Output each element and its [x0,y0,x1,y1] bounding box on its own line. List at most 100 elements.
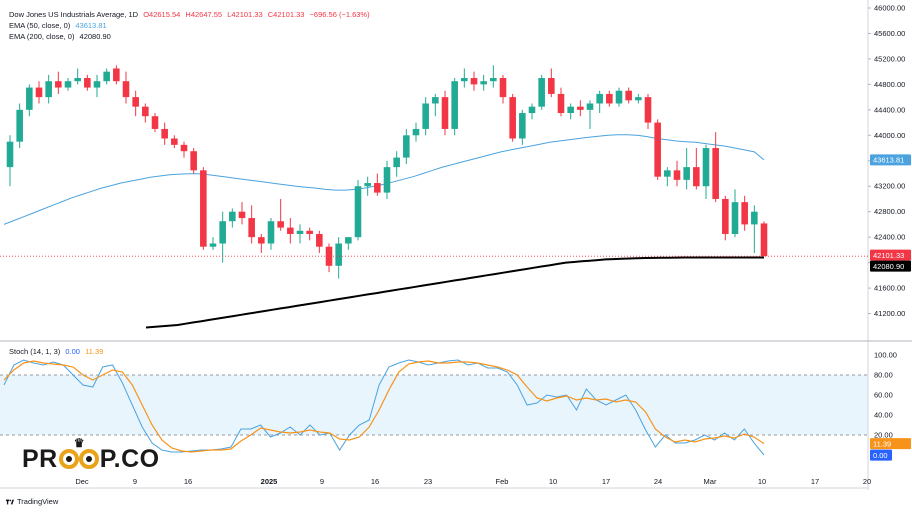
time-tick-label: 10 [758,477,766,486]
candle [519,109,526,145]
candle [557,87,565,117]
candle-body [229,211,236,222]
candle [577,100,584,117]
candle [354,179,362,241]
candle [403,128,410,164]
ema200-row[interactable]: EMA (200, close, 0) 42080.90 [9,31,373,42]
candle-body [35,87,43,98]
stoch-tick-label: 20.00 [874,431,893,440]
tradingview-footer[interactable]: TradingView [6,497,58,506]
ema200-value: 42080.90 [79,32,111,41]
candle-body [345,237,352,244]
main-legend: Dow Jones US Industrials Average, 1D O42… [9,9,373,42]
candle [277,198,284,231]
stoch-d-tag-text: 11.39 [873,439,891,448]
stoch-legend[interactable]: Stoch (14, 1, 3) 0.00 11.39 [9,346,106,357]
candle [635,93,642,104]
candle [722,195,729,241]
last-price-tag-text: 42101.33 [873,251,904,260]
candle [142,103,149,123]
stoch-k-tag: 0.00 [870,449,892,461]
ema50-row[interactable]: EMA (50, close, 0) 43613.81 [9,20,373,31]
price-tick-label: 43200.00 [874,182,905,191]
candle [287,218,294,244]
candle [490,65,497,88]
symbol-title: Dow Jones US Industrials Average, 1D [9,10,139,19]
time-tick-label: 17 [811,477,819,486]
price-tick-label: 41200.00 [874,309,905,318]
tradingview-icon [6,499,14,504]
ema-layer [3,134,765,329]
candle [209,237,217,250]
candle-body [722,198,729,234]
stoch-tick-label: 100.00 [874,351,897,360]
candle [74,68,81,85]
candle [644,93,652,129]
candle-body [161,128,168,139]
candle-body [132,97,139,107]
candle-body [16,109,23,142]
time-tick-label: 20 [863,477,871,486]
stoch-layer [3,359,765,456]
candle [528,103,536,120]
candle-body [74,78,81,82]
price-tick-label: 42400.00 [874,233,905,242]
candle-body [393,157,400,168]
candles-layer [6,65,768,279]
ohlc-change: −696.56 (−1.63%) [309,10,370,19]
candle [712,132,719,203]
ema50-price-tag-bg [870,154,911,166]
stoch-d-tag-bg [870,438,911,450]
ohlc-open: O42615.54 [143,10,181,19]
candle [548,68,555,98]
candle-body [200,170,207,247]
ema200-price-tag: 42080.90 [870,260,911,272]
candle-body [567,106,574,114]
candle-body [6,141,14,168]
candle [335,237,342,279]
candle-body [190,151,197,171]
candle [422,97,429,136]
candle-body [557,93,565,114]
candle [567,103,574,120]
candle-body [55,81,62,88]
time-tick-label: 2025 [261,477,278,486]
stoch-k-value: 0.00 [65,347,80,356]
candle [470,71,478,91]
ohlc-low: L42101.33 [227,10,263,19]
candle [103,68,110,85]
candle-body [316,233,323,247]
candle [151,113,159,133]
candle-body [103,71,110,82]
candle-body [654,122,661,177]
candle-body [528,106,536,114]
candle [538,74,545,110]
stoch-tick-label: 80.00 [874,371,893,380]
candle [664,167,671,187]
price-tick-label: 44800.00 [874,80,905,89]
last-price-tag-bg [870,249,911,261]
candle [113,65,120,85]
candle [64,78,72,91]
ema200-label: EMA (200, close, 0) [9,32,75,41]
candle [238,202,246,225]
candle-body [296,230,304,234]
candle-body [606,93,613,104]
candle-body [364,183,371,187]
candle-body [325,246,333,266]
candle-body [577,106,584,110]
candle [683,148,690,190]
candle [171,135,178,149]
candle-body [142,106,149,117]
ema50-price-tag-text: 43613.81 [873,156,904,165]
candle [615,87,623,107]
candle-body [403,135,410,158]
candle-body [26,87,33,110]
ohlc-close: C42101.33 [267,10,305,19]
candle [296,224,304,244]
candle [751,205,758,254]
candle-body [519,113,526,139]
candle-body [480,81,487,85]
time-tick-label: 16 [184,477,192,486]
